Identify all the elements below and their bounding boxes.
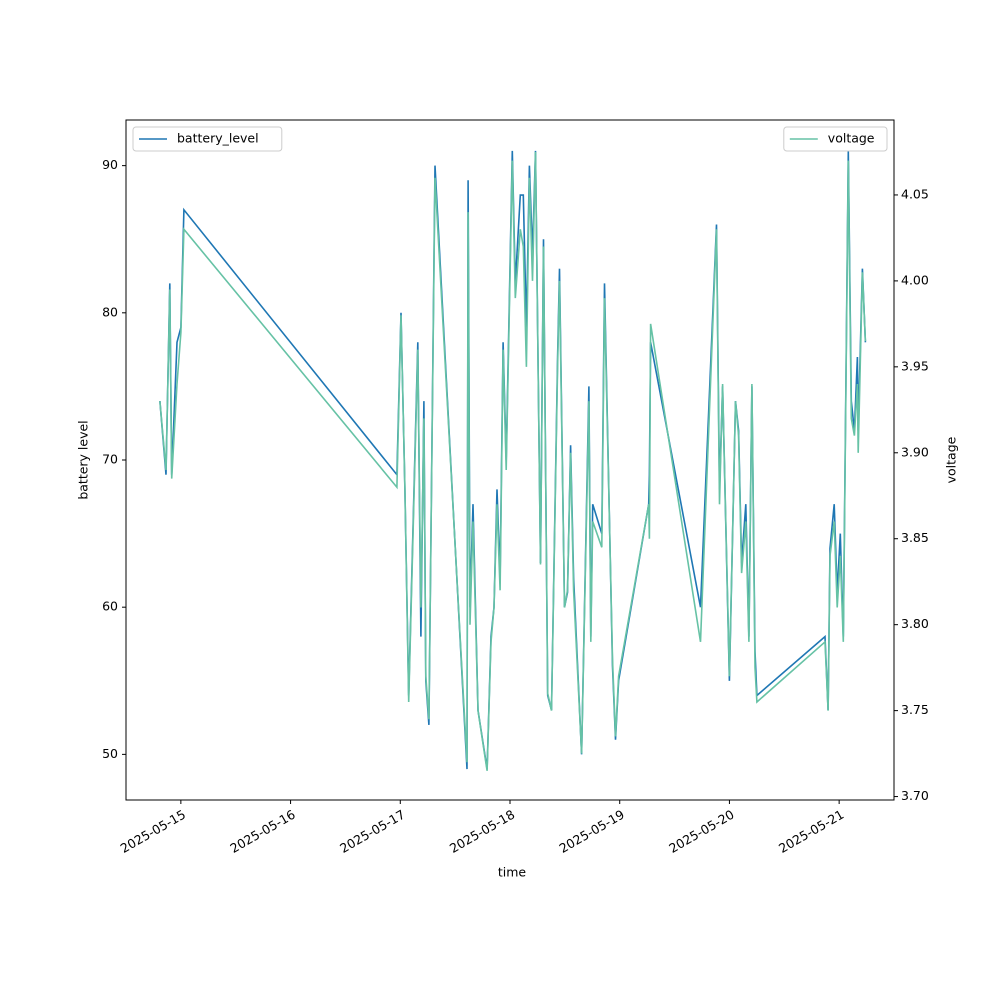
legend-label: voltage <box>828 131 875 146</box>
legend-label: battery_level <box>177 131 259 146</box>
y2-tick-label: 3.80 <box>901 616 929 631</box>
x-tick-label: 2025-05-21 <box>776 807 846 856</box>
legend-box <box>132 126 283 152</box>
series-line <box>159 151 867 771</box>
y2-tick-label: 4.05 <box>901 186 929 201</box>
x-tick-label: 2025-05-20 <box>666 807 736 856</box>
y-axis-label: battery level <box>76 420 91 499</box>
x-tick-label: 2025-05-17 <box>337 807 407 856</box>
x-tick-label: 2025-05-15 <box>118 807 188 856</box>
y2-tick-label: 3.75 <box>901 702 929 717</box>
x-tick-label: 2025-05-19 <box>557 807 627 856</box>
y-tick-label: 60 <box>102 599 118 614</box>
y-tick-label: 80 <box>102 304 118 319</box>
x-tick-label: 2025-05-16 <box>227 807 297 856</box>
y2-tick-label: 3.90 <box>901 444 929 459</box>
y-tick-label: 90 <box>102 157 118 172</box>
y-tick-label: 70 <box>102 452 118 467</box>
y2-axis-label: voltage <box>944 436 959 483</box>
plot-frame <box>125 119 895 801</box>
y2-tick-label: 3.85 <box>901 530 929 545</box>
x-tick-label: 2025-05-18 <box>447 807 517 856</box>
legend-box <box>783 126 888 152</box>
y-tick-label: 50 <box>102 746 118 761</box>
y2-tick-label: 3.70 <box>901 788 929 803</box>
series-line <box>159 150 867 770</box>
y2-tick-label: 4.00 <box>901 272 929 287</box>
y2-tick-label: 3.95 <box>901 358 929 373</box>
x-axis-label: time <box>498 865 527 880</box>
